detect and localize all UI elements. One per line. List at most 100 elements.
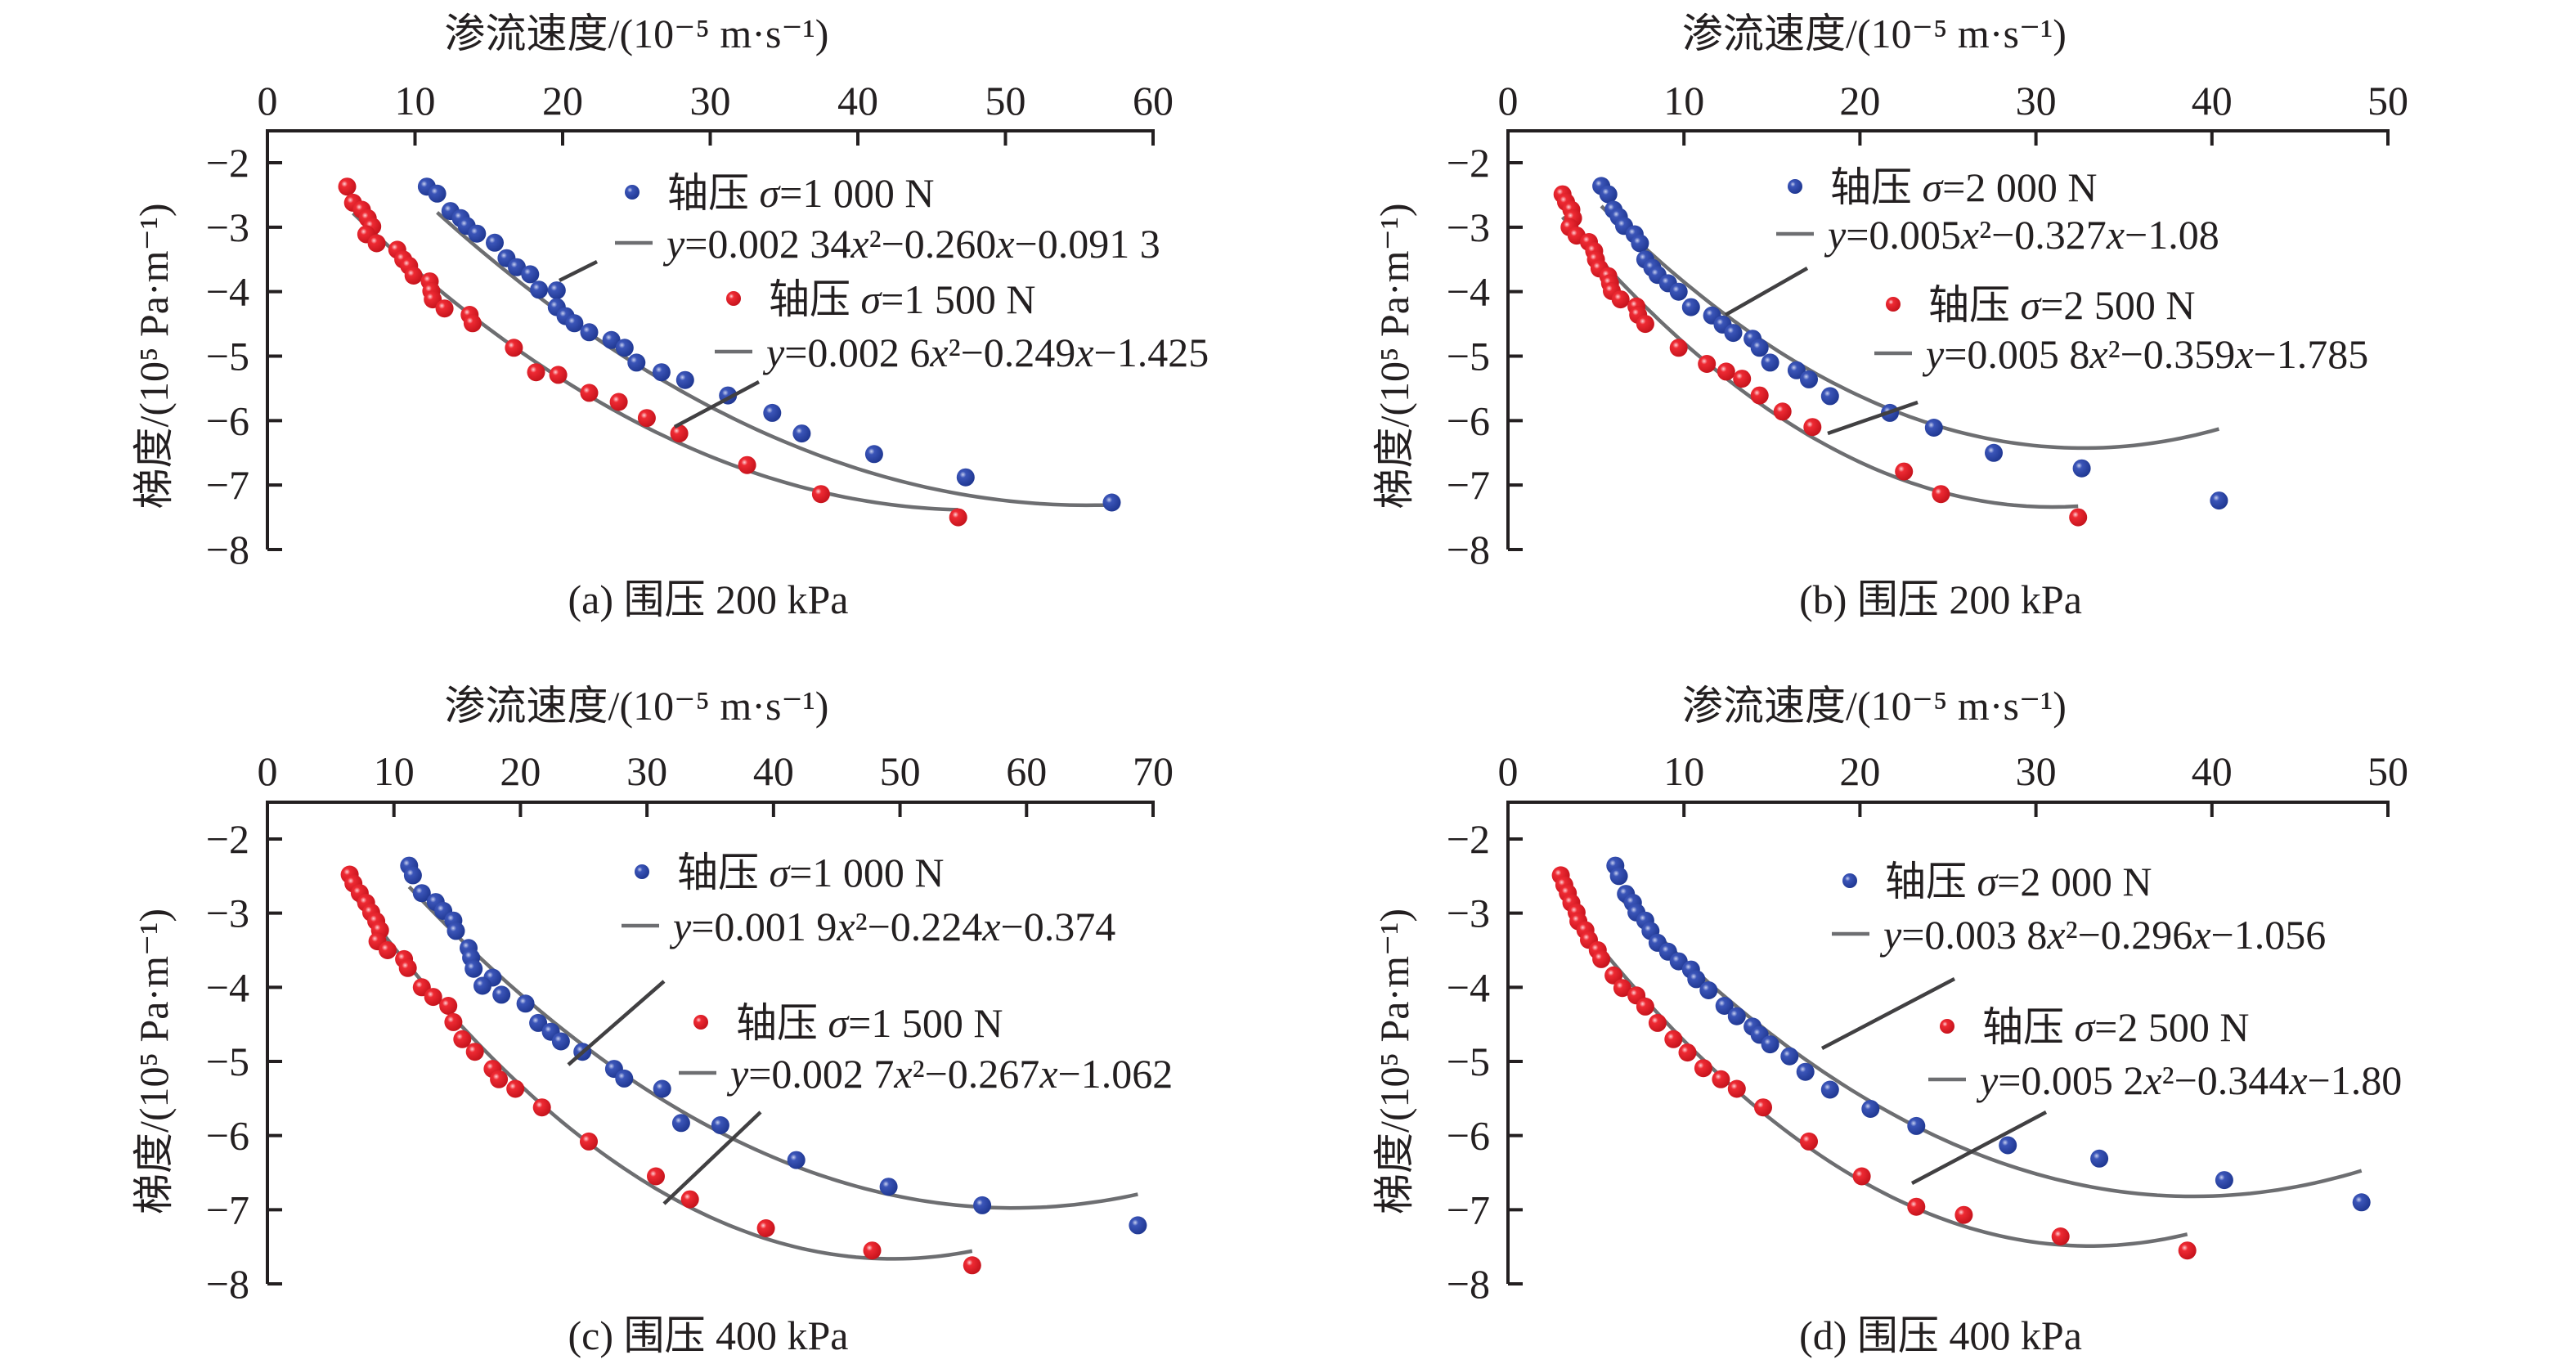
data-point xyxy=(756,1219,775,1237)
data-point xyxy=(864,445,883,464)
data-point xyxy=(444,1012,463,1031)
data-point xyxy=(1773,402,1792,421)
data-point xyxy=(1800,1132,1818,1151)
data-point xyxy=(412,884,431,903)
x-tick-label: 30 xyxy=(626,748,667,794)
data-point xyxy=(2352,1193,2371,1212)
legend-label: 轴压 σ=1 500 N xyxy=(736,1000,1003,1046)
legend: 轴压 σ=2 000 N y=0.003 8x²−0.296x−1.056 轴压 σ… xyxy=(1832,859,2402,1103)
panel-caption: (d) 围压 400 kPa xyxy=(1799,1312,2082,1358)
data-point xyxy=(863,1241,882,1260)
data-point xyxy=(2072,459,2091,478)
data-point xyxy=(1636,315,1654,334)
data-point xyxy=(403,866,422,885)
x-axis-title: 渗流速度/(10⁻⁵ m·s⁻¹) xyxy=(1682,11,2067,56)
data-point xyxy=(653,1079,671,1098)
data-point xyxy=(1611,290,1630,309)
legend-fit-equation: y=0.001 9x²−0.224x−0.374 xyxy=(669,904,1115,949)
data-point xyxy=(615,1069,634,1088)
data-point xyxy=(1750,386,1769,405)
series-blue xyxy=(417,177,1121,512)
x-tick-label: 10 xyxy=(1663,78,1704,123)
legend: 轴压 σ=1 000 N y=0.001 9x²−0.224x−0.374 轴压 σ… xyxy=(622,850,1173,1097)
y-tick-label: −4 xyxy=(206,269,249,315)
x-tick-label: 20 xyxy=(1839,748,1880,794)
x-tick-label: 50 xyxy=(880,748,921,794)
x-tick-label: 40 xyxy=(837,78,878,123)
y-tick-label: −7 xyxy=(206,462,249,508)
y-tick-label: −6 xyxy=(1447,397,1490,443)
y-tick-label: −6 xyxy=(1447,1113,1490,1159)
data-point xyxy=(1796,1062,1815,1081)
x-tick-label: 20 xyxy=(1839,78,1880,123)
legend-marker-blue xyxy=(1842,873,1857,888)
data-point xyxy=(671,1114,690,1133)
y-tick-label: −3 xyxy=(206,891,249,936)
y-tick-label: −7 xyxy=(1447,1187,1490,1232)
data-point xyxy=(637,409,656,428)
y-tick-label: −4 xyxy=(1447,269,1490,315)
data-point xyxy=(609,393,628,411)
data-point xyxy=(1932,485,1950,504)
series-blue xyxy=(400,856,1147,1235)
data-point xyxy=(1664,1030,1683,1048)
data-point xyxy=(1820,387,1839,406)
legend-marker-red xyxy=(693,1015,708,1030)
data-point xyxy=(1780,1047,1799,1066)
x-tick-label: 50 xyxy=(2367,78,2408,123)
data-point xyxy=(1750,339,1769,357)
y-tick-label: −5 xyxy=(206,334,249,379)
x-tick-label: 30 xyxy=(2016,78,2057,123)
x-tick-label: 10 xyxy=(1663,748,1704,794)
data-point xyxy=(973,1196,992,1214)
legend-fit-equation: y=0.002 34x²−0.260x−0.091 3 xyxy=(662,221,1160,267)
data-point xyxy=(1907,1197,1926,1216)
y-tick-label: −7 xyxy=(206,1187,249,1232)
legend-marker-red xyxy=(1886,297,1901,312)
leader-line xyxy=(558,259,599,283)
series-blue xyxy=(1606,856,2371,1212)
x-tick-label: 60 xyxy=(1006,748,1047,794)
y-axis-label: 梯度/(10⁵ Pa·m⁻¹) xyxy=(131,909,177,1214)
data-point xyxy=(2051,1227,2070,1245)
y-tick-label: −5 xyxy=(206,1039,249,1084)
data-point xyxy=(1761,353,1779,372)
data-point xyxy=(1852,1167,1871,1186)
y-axis-label: 梯度/(10⁵ Pa·m⁻¹) xyxy=(131,203,177,509)
data-point xyxy=(1761,1035,1779,1054)
data-point xyxy=(435,299,454,318)
y-tick-label: −3 xyxy=(1447,891,1490,936)
legend: 轴压 σ=1 000 N y=0.002 34x²−0.260x−0.091 3 轴… xyxy=(615,170,1209,375)
data-point xyxy=(2090,1149,2109,1168)
data-point xyxy=(1636,997,1654,1016)
fit-curve-red xyxy=(1563,900,2188,1248)
data-point xyxy=(2215,1171,2233,1190)
x-tick-label: 40 xyxy=(753,748,794,794)
data-point xyxy=(2069,508,2088,527)
legend-fit-equation: y=0.005x²−0.327x−1.08 xyxy=(1824,212,2219,258)
y-tick-label: −2 xyxy=(1447,140,1490,186)
data-point xyxy=(1727,1007,1746,1025)
data-point xyxy=(1754,1098,1772,1117)
data-point xyxy=(652,363,671,382)
leader-line xyxy=(1827,400,1919,436)
data-point xyxy=(1803,418,1822,437)
series-red xyxy=(340,865,981,1275)
x-tick-label: 0 xyxy=(1498,748,1519,794)
data-point xyxy=(1648,1013,1667,1032)
legend-marker-blue xyxy=(1788,179,1802,194)
data-point xyxy=(1678,1043,1697,1062)
y-tick-label: −6 xyxy=(206,397,249,443)
y-tick-label: −8 xyxy=(1447,527,1490,572)
data-point xyxy=(468,224,487,243)
panel-caption: (b) 围压 200 kPa xyxy=(1799,577,2082,622)
y-tick-label: −6 xyxy=(206,1113,249,1159)
data-point xyxy=(516,994,535,1013)
x-tick-label: 10 xyxy=(395,78,436,123)
data-point xyxy=(1907,1116,1926,1135)
data-point xyxy=(811,485,830,504)
data-point xyxy=(1631,234,1649,253)
data-point xyxy=(338,177,357,196)
data-point xyxy=(551,1032,570,1051)
data-point xyxy=(615,339,634,357)
